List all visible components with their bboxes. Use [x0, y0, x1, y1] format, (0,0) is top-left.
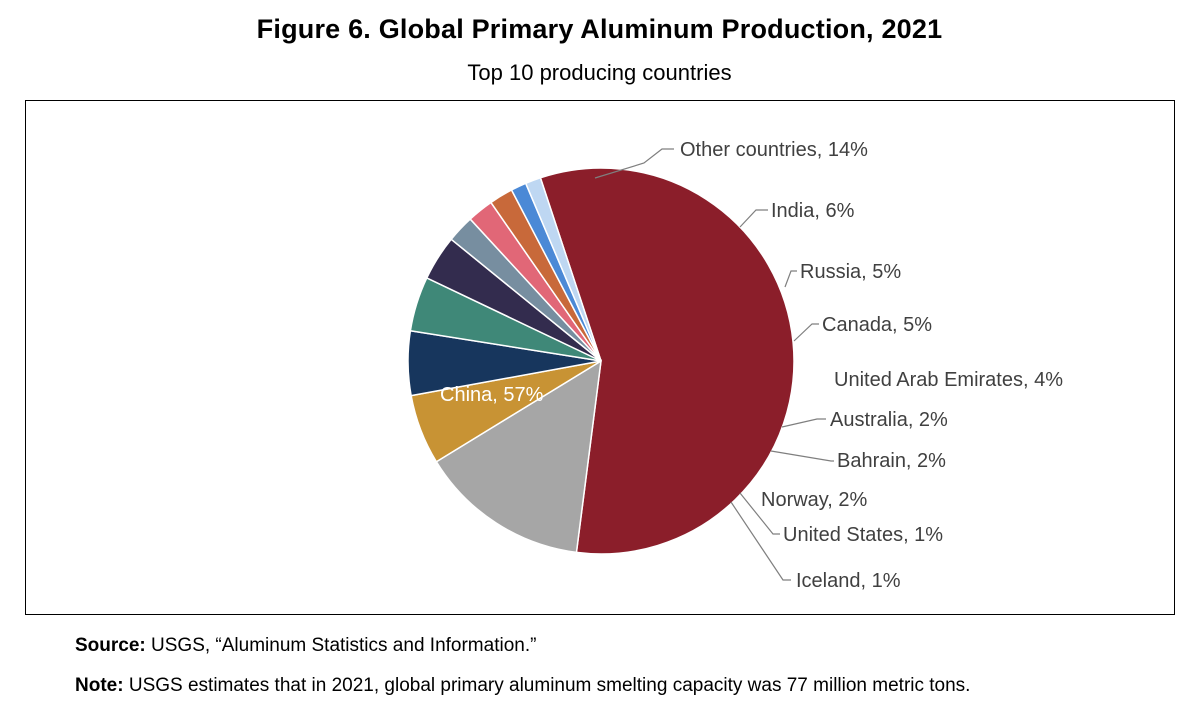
leader-line-bahrain: [770, 450, 834, 462]
source-label: Source:: [75, 635, 146, 656]
chart-frame: China, 57% Other countries, 14% India, 6% R…: [25, 100, 1175, 615]
data-label-australia: Australia, 2%: [830, 409, 948, 431]
data-label-norway: Norway, 2%: [761, 489, 868, 511]
data-label-canada: Canada, 5%: [822, 314, 932, 336]
source-text: USGS, “Aluminum Statistics and Informati…: [151, 635, 537, 656]
data-label-united-states: United States, 1%: [783, 524, 943, 546]
note-label: Note:: [75, 675, 124, 696]
leader-line-other-countries: [594, 148, 674, 179]
pie-slice-other-countries: [435, 359, 602, 554]
note-text: USGS estimates that in 2021, global prim…: [128, 675, 971, 696]
leader-line-russia: [784, 270, 797, 288]
data-label-bahrain: Bahrain, 2%: [837, 450, 946, 472]
chart-title: Figure 6. Global Primary Aluminum Produc…: [256, 14, 943, 44]
pie-chart: China, 57% Other countries, 14% India, 6% R…: [407, 139, 1063, 592]
leader-line-canada: [793, 323, 819, 342]
pie-slice-iceland: [524, 176, 602, 362]
data-label-other-countries: Other countries, 14%: [680, 139, 868, 161]
data-label-china: China, 57%: [440, 384, 544, 406]
data-label-russia: Russia, 5%: [800, 261, 901, 283]
source-note: Source: USGS, “Aluminum Statistics and I…: [75, 635, 536, 657]
data-label-iceland: Iceland, 1%: [796, 570, 901, 592]
leader-line-australia: [781, 418, 826, 428]
capacity-note: Note: USGS estimates that in 2021, globa…: [75, 675, 970, 697]
pie-slice-china: [539, 167, 795, 555]
chart-subtitle: Top 10 producing countries: [467, 60, 732, 85]
leader-line-iceland: [730, 501, 791, 581]
data-label-united-arab-emirates: United Arab Emirates, 4%: [834, 369, 1063, 391]
leader-line-india: [739, 209, 768, 228]
data-label-india: India, 6%: [771, 200, 855, 222]
leader-line-united-states: [739, 492, 780, 535]
